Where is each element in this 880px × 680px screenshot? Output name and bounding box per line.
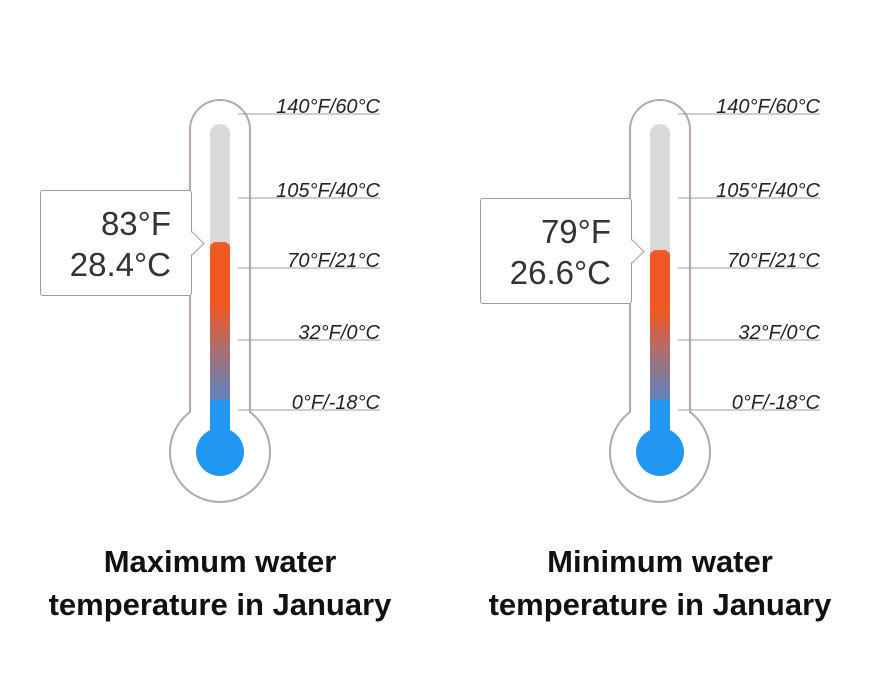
scale-label: 0°F/-18°C	[732, 392, 821, 414]
caption-line-2: temperature in January	[488, 587, 832, 622]
scale-label: 105°F/40°C	[716, 180, 820, 202]
caption-line-1: Minimum water	[547, 544, 773, 579]
thermometer-caption: Minimum water temperature in January	[440, 540, 880, 626]
mercury-level	[210, 242, 230, 450]
thermometer-caption: Maximum water temperature in January	[0, 540, 440, 626]
caption-line-2: temperature in January	[48, 587, 392, 622]
reading-fahrenheit: 79°F	[540, 213, 611, 250]
scale-label: 70°F/21°C	[727, 250, 820, 272]
thermometer-graphic: 140°F/60°C 105°F/40°C 70°F/21°C 32°F/0°C 0°F…	[169, 96, 381, 503]
reading-celsius: 26.6°C	[509, 254, 611, 291]
scale-label: 32°F/0°C	[738, 322, 820, 344]
thermometer-panel-min: 140°F/60°C 105°F/40°C 70°F/21°C 32°F/0°C 0°F…	[440, 0, 880, 680]
caption-line-1: Maximum water	[103, 544, 337, 579]
scale-label: 140°F/60°C	[276, 96, 380, 118]
temperature-readout: 83°F 28.4°C	[40, 190, 205, 296]
scale-label: 140°F/60°C	[716, 96, 820, 118]
temperature-readout: 79°F 26.6°C	[480, 198, 645, 304]
scale-label: 70°F/21°C	[287, 250, 380, 272]
reading-celsius: 28.4°C	[69, 246, 171, 283]
thermometer-panel-max: 140°F/60°C 105°F/40°C 70°F/21°C 32°F/0°C 0°F…	[0, 96, 440, 626]
reading-fahrenheit: 83°F	[100, 205, 171, 242]
scale-label: 32°F/0°C	[298, 322, 380, 344]
thermometer-graphic: 140°F/60°C 105°F/40°C 70°F/21°C 32°F/0°C 0°F…	[609, 96, 821, 503]
bulb	[196, 428, 244, 476]
scale-label: 105°F/40°C	[276, 180, 380, 202]
bulb	[636, 428, 684, 476]
scale-label: 0°F/-18°C	[292, 392, 381, 414]
